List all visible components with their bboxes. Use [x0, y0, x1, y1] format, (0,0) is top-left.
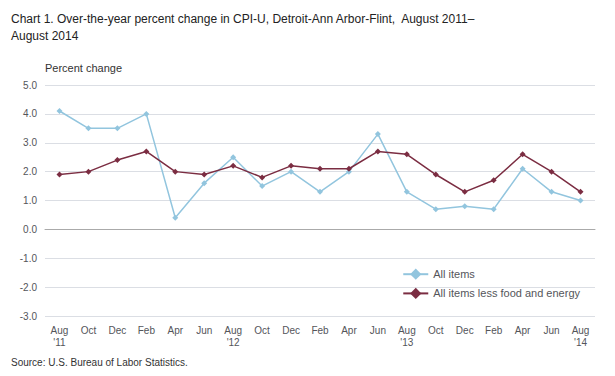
svg-text:Aug: Aug — [398, 325, 416, 336]
svg-text:Source: U.S. Bureau of Labor S: Source: U.S. Bureau of Labor Statistics. — [11, 357, 188, 368]
svg-text:Aug: Aug — [572, 325, 590, 336]
svg-text:'14: '14 — [574, 337, 587, 348]
svg-text:'12: '12 — [227, 337, 240, 348]
svg-text:Jun: Jun — [196, 325, 212, 336]
svg-text:3.0: 3.0 — [23, 137, 37, 148]
svg-text:Aug: Aug — [51, 325, 69, 336]
svg-text:Jun: Jun — [370, 325, 386, 336]
svg-text:Apr: Apr — [341, 325, 357, 336]
svg-text:Apr: Apr — [167, 325, 183, 336]
svg-text:Feb: Feb — [311, 325, 329, 336]
svg-text:Feb: Feb — [485, 325, 503, 336]
svg-text:Oct: Oct — [428, 325, 444, 336]
svg-text:Dec: Dec — [282, 325, 300, 336]
svg-text:Feb: Feb — [138, 325, 156, 336]
svg-text:-3.0: -3.0 — [20, 311, 38, 322]
svg-text:Dec: Dec — [456, 325, 474, 336]
svg-text:-2.0: -2.0 — [20, 282, 38, 293]
svg-text:0.0: 0.0 — [23, 224, 37, 235]
svg-text:Jun: Jun — [544, 325, 560, 336]
svg-text:Percent change: Percent change — [45, 62, 122, 74]
svg-text:Apr: Apr — [515, 325, 531, 336]
svg-text:5.0: 5.0 — [23, 80, 37, 91]
svg-text:Oct: Oct — [81, 325, 97, 336]
svg-text:-1.0: -1.0 — [20, 253, 38, 264]
svg-text:1.0: 1.0 — [23, 195, 37, 206]
svg-text:2.0: 2.0 — [23, 166, 37, 177]
svg-text:August 2014: August 2014 — [11, 29, 79, 43]
svg-text:All items: All items — [433, 268, 475, 280]
svg-text:Aug: Aug — [224, 325, 242, 336]
svg-text:Chart 1. Over-the-year percent: Chart 1. Over-the-year percent change in… — [11, 12, 475, 26]
svg-text:Dec: Dec — [108, 325, 126, 336]
svg-text:4.0: 4.0 — [23, 108, 37, 119]
svg-text:Oct: Oct — [254, 325, 270, 336]
svg-text:'11: '11 — [53, 337, 66, 348]
svg-text:All items less food and energy: All items less food and energy — [433, 287, 580, 299]
svg-text:'13: '13 — [400, 337, 413, 348]
